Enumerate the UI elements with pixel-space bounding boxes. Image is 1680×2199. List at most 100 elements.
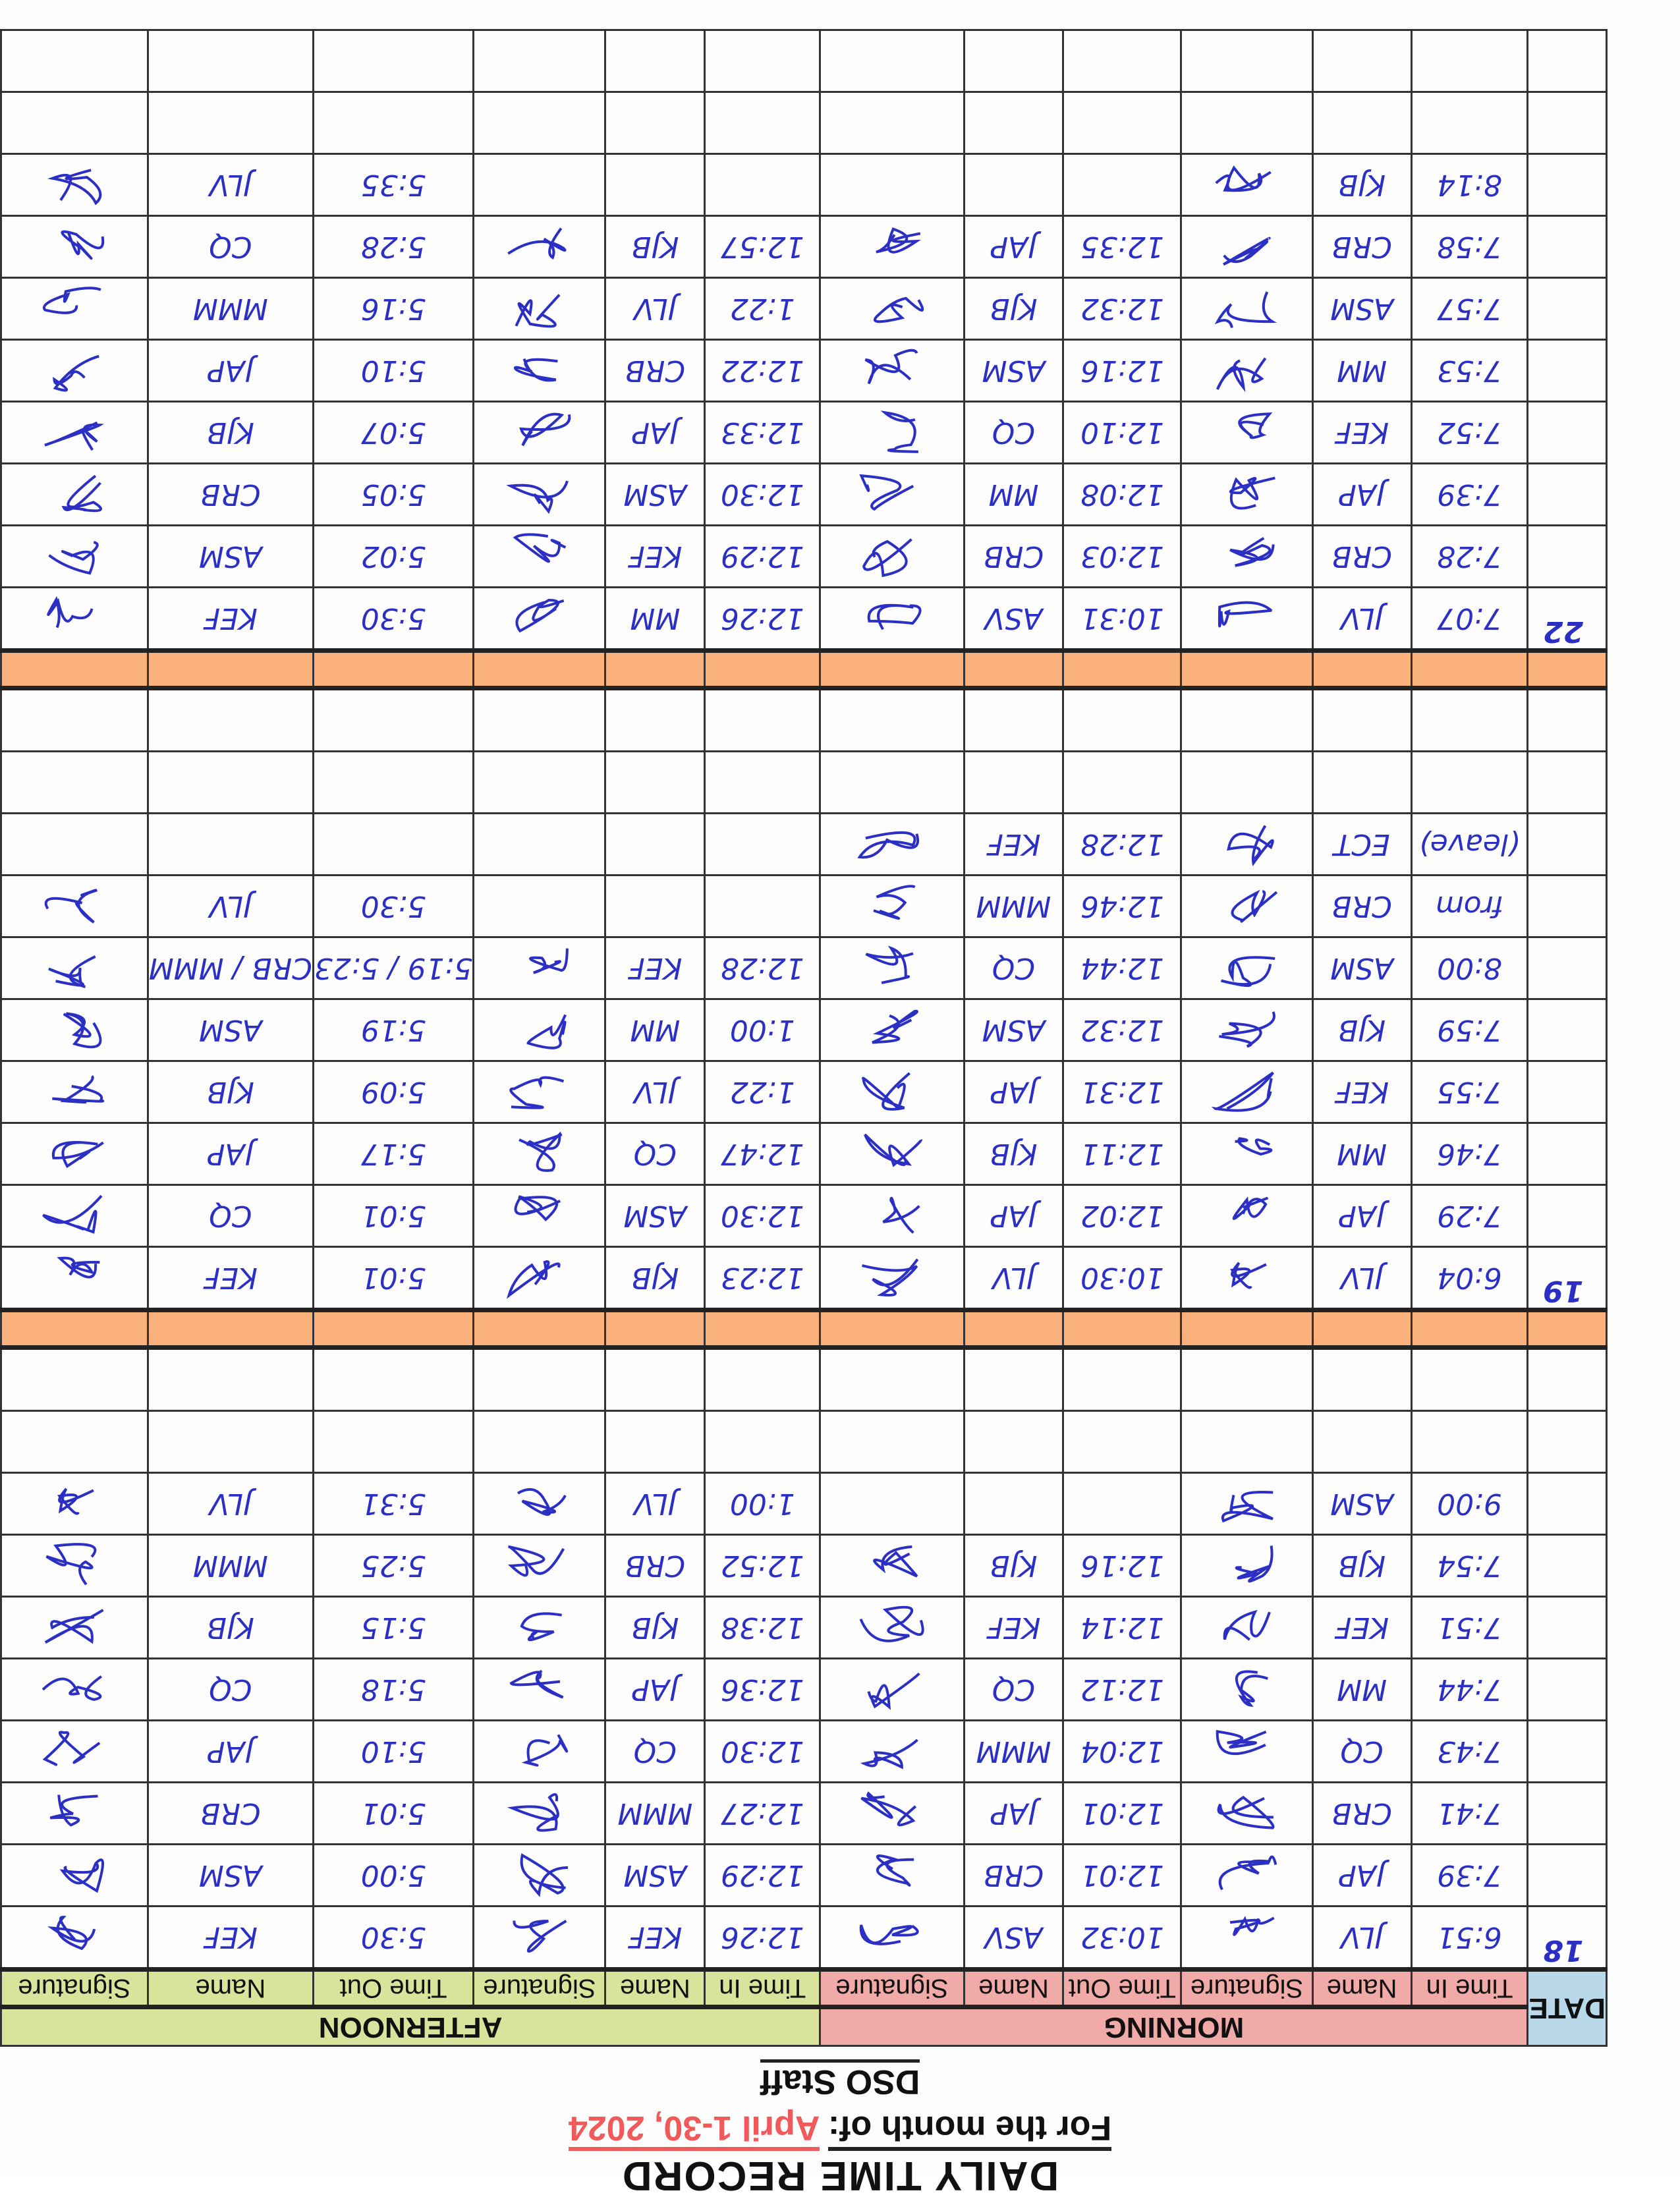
time-in-cell: 7:29 xyxy=(1411,1184,1528,1247)
name-cell: MMM xyxy=(148,277,314,340)
name-cell: MM xyxy=(1312,1123,1412,1185)
table-row xyxy=(1,688,1607,752)
time-out-cell: 12:11 xyxy=(1063,1123,1181,1185)
handwritten-signature xyxy=(862,538,912,578)
time-in-cell: 7:43 xyxy=(1411,1720,1528,1783)
signature-cell xyxy=(1181,463,1313,526)
name-cell: JAP xyxy=(148,1720,314,1783)
name-cell: KEF xyxy=(605,937,705,999)
name-cell: CQ xyxy=(605,1720,705,1783)
time-out-cell: 5:18 xyxy=(313,1658,474,1721)
signature-cell xyxy=(1,1534,148,1597)
time-in-cell: 12:27 xyxy=(704,1782,820,1845)
time-out-cell: 5:10 xyxy=(313,1720,474,1783)
handwritten-signature xyxy=(873,1545,918,1578)
column-header-signature: Signature xyxy=(1,1969,148,2007)
time-out-cell xyxy=(1063,688,1181,752)
handwritten-signature xyxy=(1229,1916,1275,1937)
signature-cell xyxy=(820,1906,965,1970)
handwritten-signature xyxy=(42,1675,102,1702)
handwritten-signature xyxy=(513,358,558,382)
name-cell: CQ xyxy=(964,401,1063,464)
signature-cell xyxy=(473,999,605,1061)
time-in-cell xyxy=(1411,92,1528,154)
handwritten-signature xyxy=(506,1260,561,1300)
time-out-cell: 5:00 xyxy=(313,1844,474,1907)
signature-cell xyxy=(820,92,965,154)
signature-cell xyxy=(473,215,605,278)
name-cell xyxy=(964,688,1063,752)
name-cell: JLV xyxy=(148,875,314,937)
handwritten-signature xyxy=(1229,477,1275,510)
signature-cell xyxy=(473,1061,605,1123)
date-cell: 22 xyxy=(1527,587,1607,651)
handwritten-signature xyxy=(861,1258,919,1297)
signature-cell xyxy=(473,1347,605,1411)
time-out-cell: 12:32 xyxy=(1063,277,1181,340)
signature-cell xyxy=(1,1123,148,1185)
signature-cell xyxy=(473,1844,605,1907)
time-out-cell xyxy=(1063,30,1181,92)
name-cell: CRB xyxy=(1312,215,1412,278)
handwritten-signature xyxy=(47,955,96,989)
time-in-cell: 12:30 xyxy=(704,1720,820,1783)
handwritten-signature xyxy=(520,1853,568,1898)
handwritten-signature xyxy=(1216,358,1266,393)
time-out-cell xyxy=(1063,92,1181,154)
column-header-signature: Signature xyxy=(820,1969,965,2007)
document-title: DAILY TIME RECORD xyxy=(621,2153,1059,2198)
name-cell xyxy=(964,1472,1063,1535)
column-header-name: Name xyxy=(605,1969,705,2007)
handwritten-signature xyxy=(864,349,918,385)
time-in-cell xyxy=(704,875,820,937)
handwritten-signature xyxy=(1235,1137,1272,1156)
handwritten-signature xyxy=(61,231,105,260)
name-cell: ASV xyxy=(964,1906,1063,1970)
time-in-cell: 6:51 xyxy=(1411,1906,1528,1970)
name-cell xyxy=(148,92,314,154)
time-out-cell: 5:16 xyxy=(313,277,474,340)
date-cell-empty xyxy=(1527,688,1607,752)
table-row: 7:39 JAP 12:01 CRB 12:29 ASM 5:00 ASM xyxy=(1,1844,1607,1907)
name-cell: ASV xyxy=(964,587,1063,651)
time-in-cell: (leave) xyxy=(1411,813,1528,876)
name-cell xyxy=(148,813,314,876)
date-cell-empty xyxy=(1527,215,1607,278)
signature-cell xyxy=(1181,1596,1313,1659)
time-in-cell: 12:57 xyxy=(704,215,820,278)
time-out-cell: 5:35 xyxy=(313,153,474,216)
handwritten-signature xyxy=(857,831,919,859)
table-row: 9:00 ASM 1:00 JLV 5:31 JLV xyxy=(1,1472,1607,1535)
date-cell-empty xyxy=(1527,1720,1607,1783)
name-cell xyxy=(148,1410,314,1473)
name-cell: CQ xyxy=(148,1184,314,1247)
date-cell-empty xyxy=(1527,1472,1607,1535)
handwritten-signature xyxy=(1229,1262,1267,1289)
name-cell xyxy=(964,30,1063,92)
name-cell: JAP xyxy=(964,1061,1063,1123)
time-out-cell: 5:01 xyxy=(313,1782,474,1845)
time-out-cell: 5:10 xyxy=(313,339,474,402)
table-row: 7:29 JAP 12:02 JAP 12:30 ASM 5:01 CQ xyxy=(1,1184,1607,1247)
time-in-cell: from xyxy=(1411,875,1528,937)
time-in-cell: 8:14 xyxy=(1411,153,1528,216)
signature-cell xyxy=(820,937,965,999)
signature-cell xyxy=(1181,277,1313,340)
table-row: 18 6:51 JLV 10:32 ASV 12:26 KEF 5:30 KEF xyxy=(1,1906,1607,1970)
signature-cell xyxy=(820,688,965,752)
signature-cell xyxy=(473,1782,605,1845)
time-in-cell: 7:54 xyxy=(1411,1534,1528,1597)
name-cell xyxy=(605,751,705,814)
time-out-cell: 12:46 xyxy=(1063,875,1181,937)
handwritten-signature xyxy=(47,1916,96,1951)
date-cell: 19 xyxy=(1527,1246,1607,1310)
name-cell xyxy=(605,30,705,92)
time-in-cell xyxy=(704,30,820,92)
signature-cell xyxy=(1181,751,1313,814)
signature-cell xyxy=(1,1410,148,1473)
name-cell: KEF xyxy=(148,587,314,651)
name-cell xyxy=(964,1347,1063,1411)
name-cell: CQ xyxy=(1312,1720,1412,1783)
time-in-cell: 1:22 xyxy=(704,277,820,340)
name-cell: CRB xyxy=(1312,525,1412,588)
